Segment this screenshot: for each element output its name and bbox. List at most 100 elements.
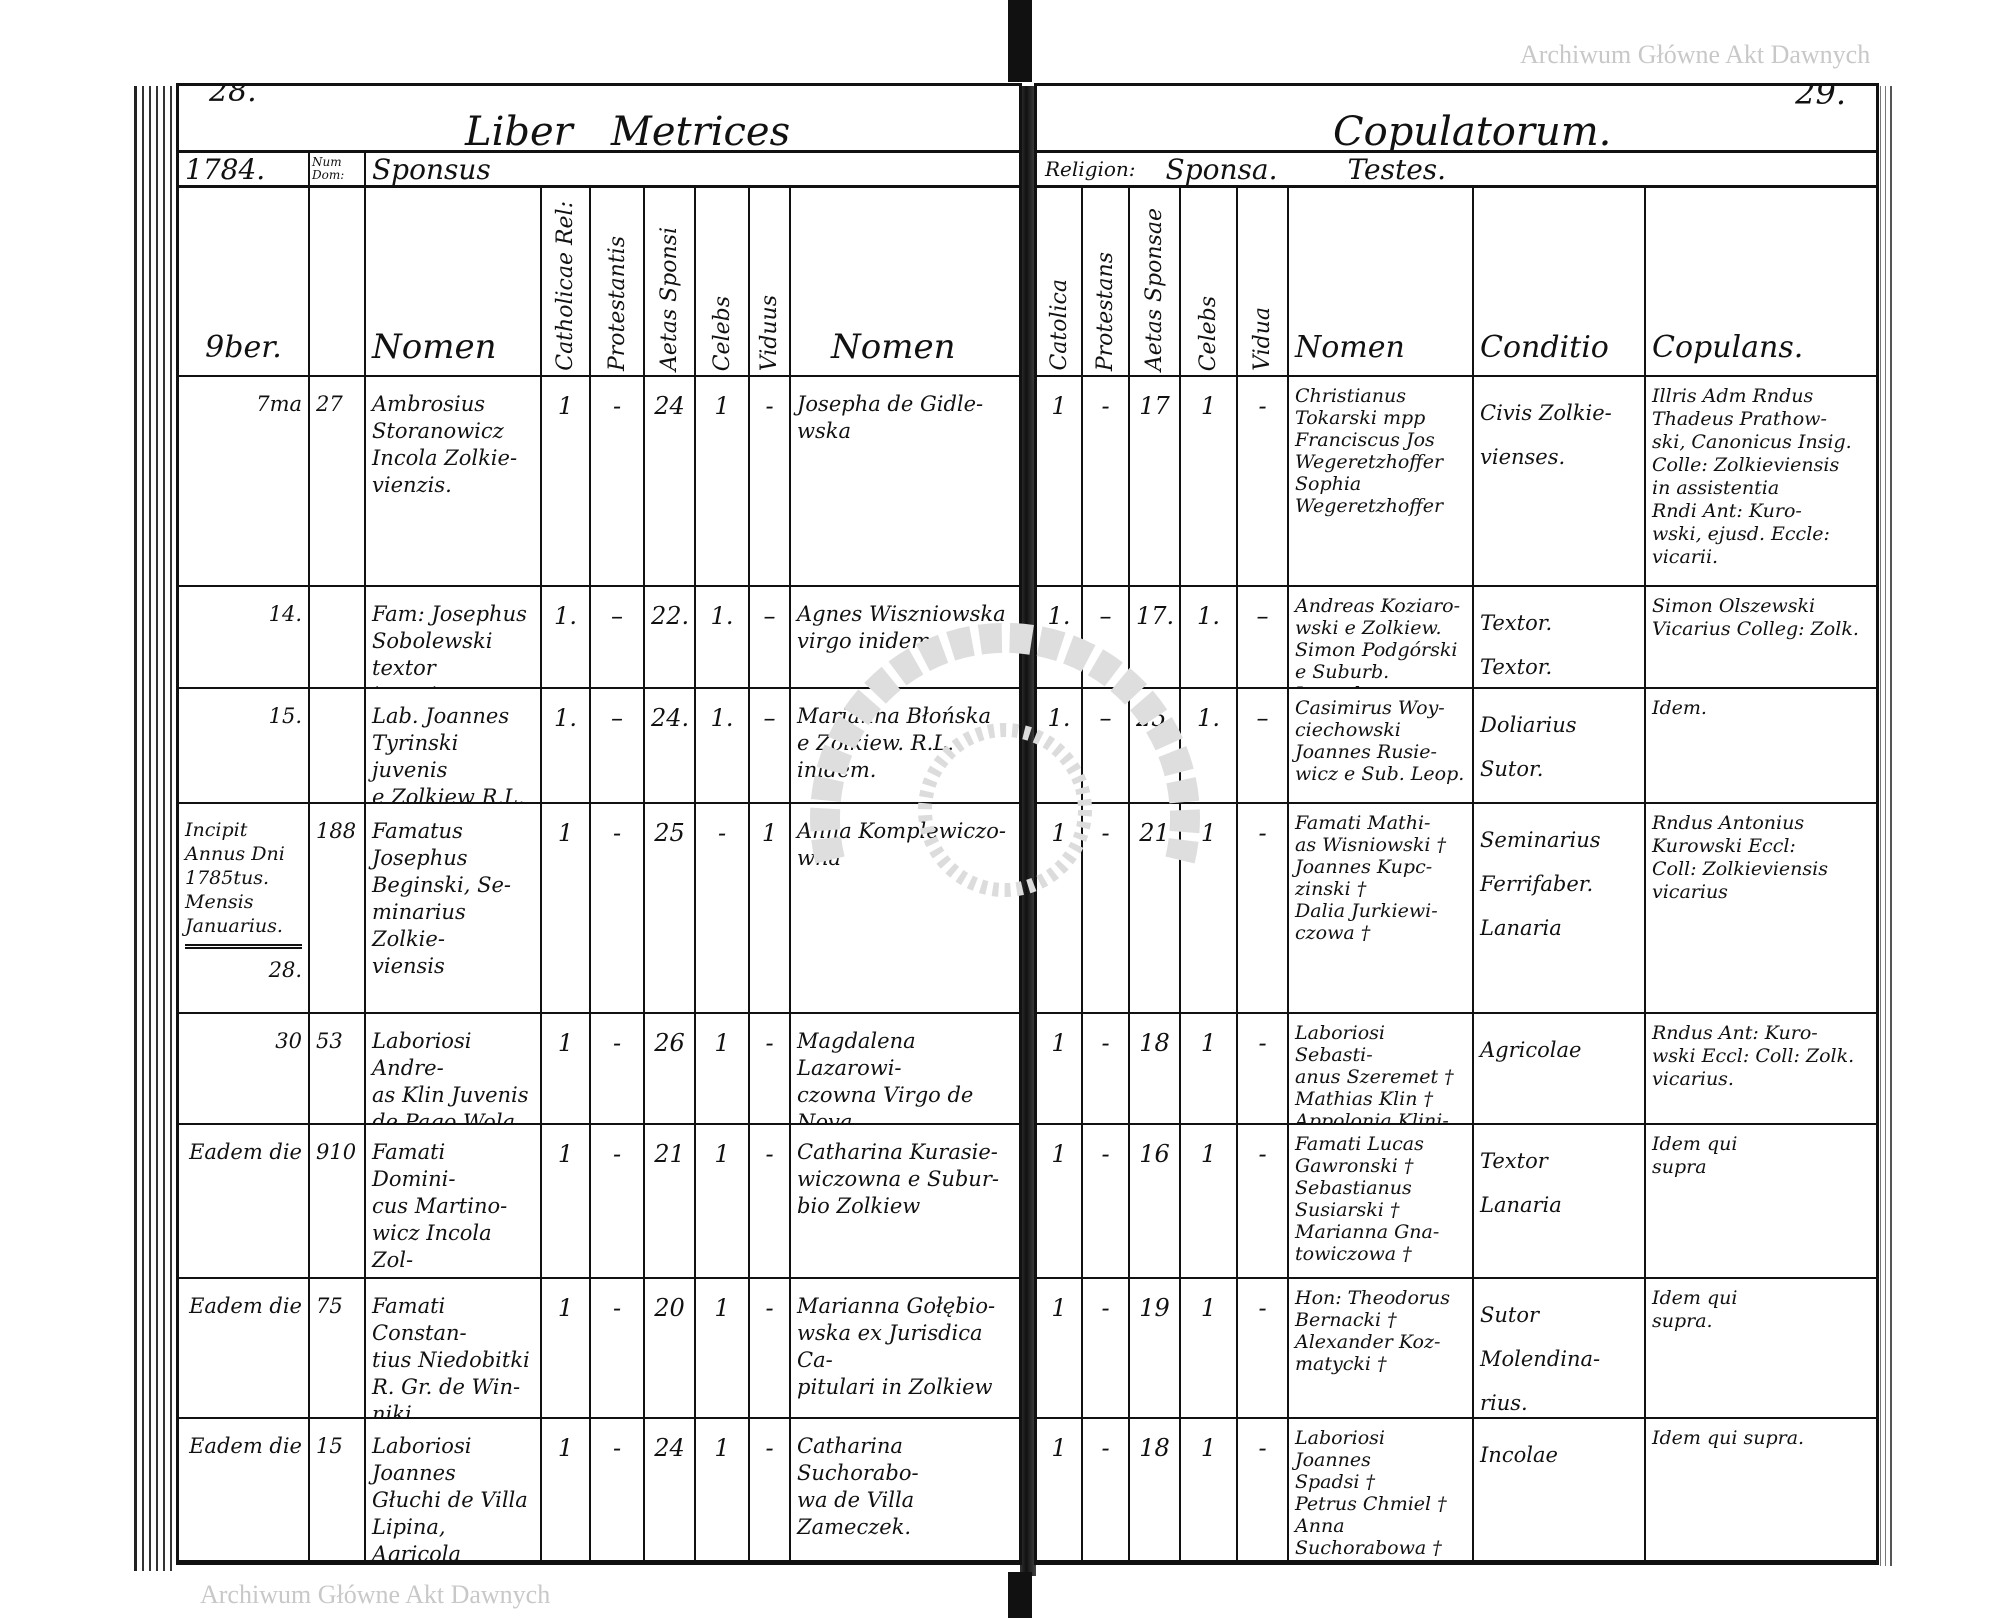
sponsus-name: Fam: Josephus Sobolewski textor juvenis e …	[366, 587, 542, 689]
viduus-value: -	[765, 1029, 774, 1057]
copulans-line: wski Eccl: Coll: Zolk.	[1652, 1045, 1855, 1067]
age-value: 24.	[651, 704, 690, 732]
sponsa-vidua: -	[1238, 1014, 1289, 1125]
conditio-line: Sutor.	[1480, 757, 1544, 781]
sponsa-age: 17.	[1130, 587, 1181, 689]
sponsa-prot: -	[1083, 1014, 1130, 1125]
testis-line: Sebastianus	[1295, 1177, 1412, 1199]
num-dom-label: Num Dom:	[312, 155, 345, 182]
sponsus-line: niki	[372, 1402, 412, 1419]
prot-value: -	[612, 1029, 622, 1057]
column-label: Protestans	[1093, 251, 1118, 371]
conditio-line: Ferrifaber.	[1480, 872, 1594, 896]
testis-line: Simon Podgórski	[1295, 639, 1458, 661]
sponsus-line: R. Gr. de Win-	[372, 1375, 521, 1399]
s_prot-value: –	[1099, 704, 1112, 732]
sponsus-line: e Zolkiew R.L.	[372, 785, 525, 804]
sponsus-name: Famati Constan-tius Niedobitki R. Gr. de …	[366, 1279, 542, 1419]
sponsa-celebs: 1	[1181, 1419, 1238, 1562]
conditio: Doliarius Sutor.	[1474, 689, 1646, 804]
s_vidua-value: -	[1258, 392, 1267, 420]
cath-value: 1	[557, 1140, 574, 1168]
column-label: Catolica	[1046, 279, 1072, 371]
conditio-line: Lanaria	[1480, 1193, 1562, 1217]
sponsus-line: Głuchi de Villa	[372, 1488, 528, 1512]
s_cath-value: 1	[1051, 1029, 1067, 1057]
age-value: 25	[654, 819, 685, 847]
s_prot-value: –	[1099, 602, 1112, 630]
copulans: Idem qui supra	[1646, 1125, 1876, 1279]
age-value: 24	[654, 1434, 685, 1462]
house-number: 53	[310, 1014, 366, 1125]
page-number-right: 29.	[1795, 86, 1846, 112]
date-value: 28.	[268, 958, 302, 982]
sponsa-line: wska ex Jurisdica Ca-	[797, 1321, 983, 1372]
left-page-register: 28. Liber Metrices 1784. Num Dom: Sponsu…	[176, 83, 1022, 1565]
conditio-line: Civis Zolkie-	[1480, 401, 1612, 425]
sponsus-header: Sponsus	[366, 153, 1019, 188]
testis-line: Spadsi †	[1295, 1471, 1376, 1493]
copulans-line: Illris Adm Rndus	[1652, 385, 1814, 407]
sponsa-vidua: –	[1238, 587, 1289, 689]
testis-line: Christianus	[1295, 385, 1406, 407]
testis-line: wski e Zolkiew.	[1295, 617, 1442, 639]
sponsus-cath: 1	[542, 804, 591, 1014]
sponsa-vidua: -	[1238, 1279, 1289, 1419]
date-value: 7ma	[256, 392, 302, 416]
sponsa-age: 18	[1130, 1419, 1181, 1562]
testis-line: e Suburb. Leopol.	[1295, 661, 1390, 687]
testis-line: Anna Suchorabowa †	[1295, 1515, 1442, 1559]
copulans-line: Idem qui	[1652, 1287, 1738, 1309]
sponsus-prot: -	[591, 1014, 645, 1125]
testis-line: Gawronski †	[1295, 1155, 1414, 1177]
age-value: 21	[654, 1140, 685, 1168]
testis-line: czowa †	[1295, 922, 1371, 944]
copulans-line: Kurowski Eccl:	[1652, 835, 1796, 857]
entry-date: Eadem die	[179, 1125, 310, 1279]
sponsa-line: pitulari in Zolkiew	[797, 1375, 993, 1399]
sponsa-name: Josepha de Gidle-wska	[791, 377, 1019, 587]
sponsa-prot: –	[1083, 689, 1130, 804]
s_age-value: 18	[1139, 1029, 1170, 1057]
sponsus-celebs: 1.	[696, 689, 750, 804]
book-page-edges	[134, 86, 177, 1571]
house-number-value: 75	[316, 1294, 343, 1318]
sponsa-line: Catharina Kurasie-	[797, 1140, 998, 1164]
cath-value: 1	[557, 392, 574, 420]
sponsus-line: minarius Zolkie-	[372, 900, 466, 951]
testes-names: Famati Lucas Gawronski † Sebastianus Susiar…	[1289, 1125, 1474, 1279]
house-number	[310, 587, 366, 689]
sponsa-vidua: -	[1238, 377, 1289, 587]
sponsa-line: Josepha de Gidle-	[797, 392, 984, 416]
s_vidua-value: -	[1258, 1140, 1267, 1168]
sponsa-celebs: 1	[1181, 377, 1238, 587]
sponsa-line: Catharina Suchorabo-	[797, 1434, 919, 1485]
testis-line: Andreas Koziaro-	[1295, 595, 1461, 617]
sponsa-name: Marianna Błońska e Zolkiew. R.L. inidem.	[791, 689, 1019, 804]
s_vidua-value: –	[1256, 602, 1269, 630]
sponsus-line: tius Niedobitki	[372, 1348, 530, 1372]
column-label: Celebs	[1196, 295, 1221, 371]
s_cath-value: 1	[1051, 1140, 1067, 1168]
conditio: Civis Zolkie-vienses.	[1474, 377, 1646, 587]
right-page-register: Copulatorum. 29. Religion: Sponsa. Teste…	[1034, 83, 1879, 1565]
testis-line: Susiarski †	[1295, 1199, 1400, 1221]
testis-line: Dalia Jurkiewi-	[1295, 900, 1438, 922]
s_age-value: 18	[1139, 1434, 1170, 1462]
copulans-line: Colle: Zolkieviensis	[1652, 454, 1840, 476]
house-number-value: 910	[316, 1140, 357, 1164]
sponsa-age: 25.	[1130, 689, 1181, 804]
sponsa-prot: -	[1083, 804, 1130, 1014]
nomen-label: Nomen	[1295, 330, 1405, 365]
note-line: Incipit	[185, 819, 248, 841]
s_prot-value: -	[1101, 1029, 1110, 1057]
sponsa-age: 19	[1130, 1279, 1181, 1419]
age-value: 20	[654, 1294, 685, 1322]
left-title-row: 28. Liber Metrices	[179, 86, 1019, 153]
conditio: Agricolae	[1474, 1014, 1646, 1125]
house-number: 910	[310, 1125, 366, 1279]
copulans-line: Simon Olszewski	[1652, 595, 1816, 617]
s_prot-value: -	[1101, 819, 1110, 847]
sponsus-celebs: 1	[696, 1125, 750, 1279]
sponsus-nomen-header: Nomen	[366, 188, 542, 377]
